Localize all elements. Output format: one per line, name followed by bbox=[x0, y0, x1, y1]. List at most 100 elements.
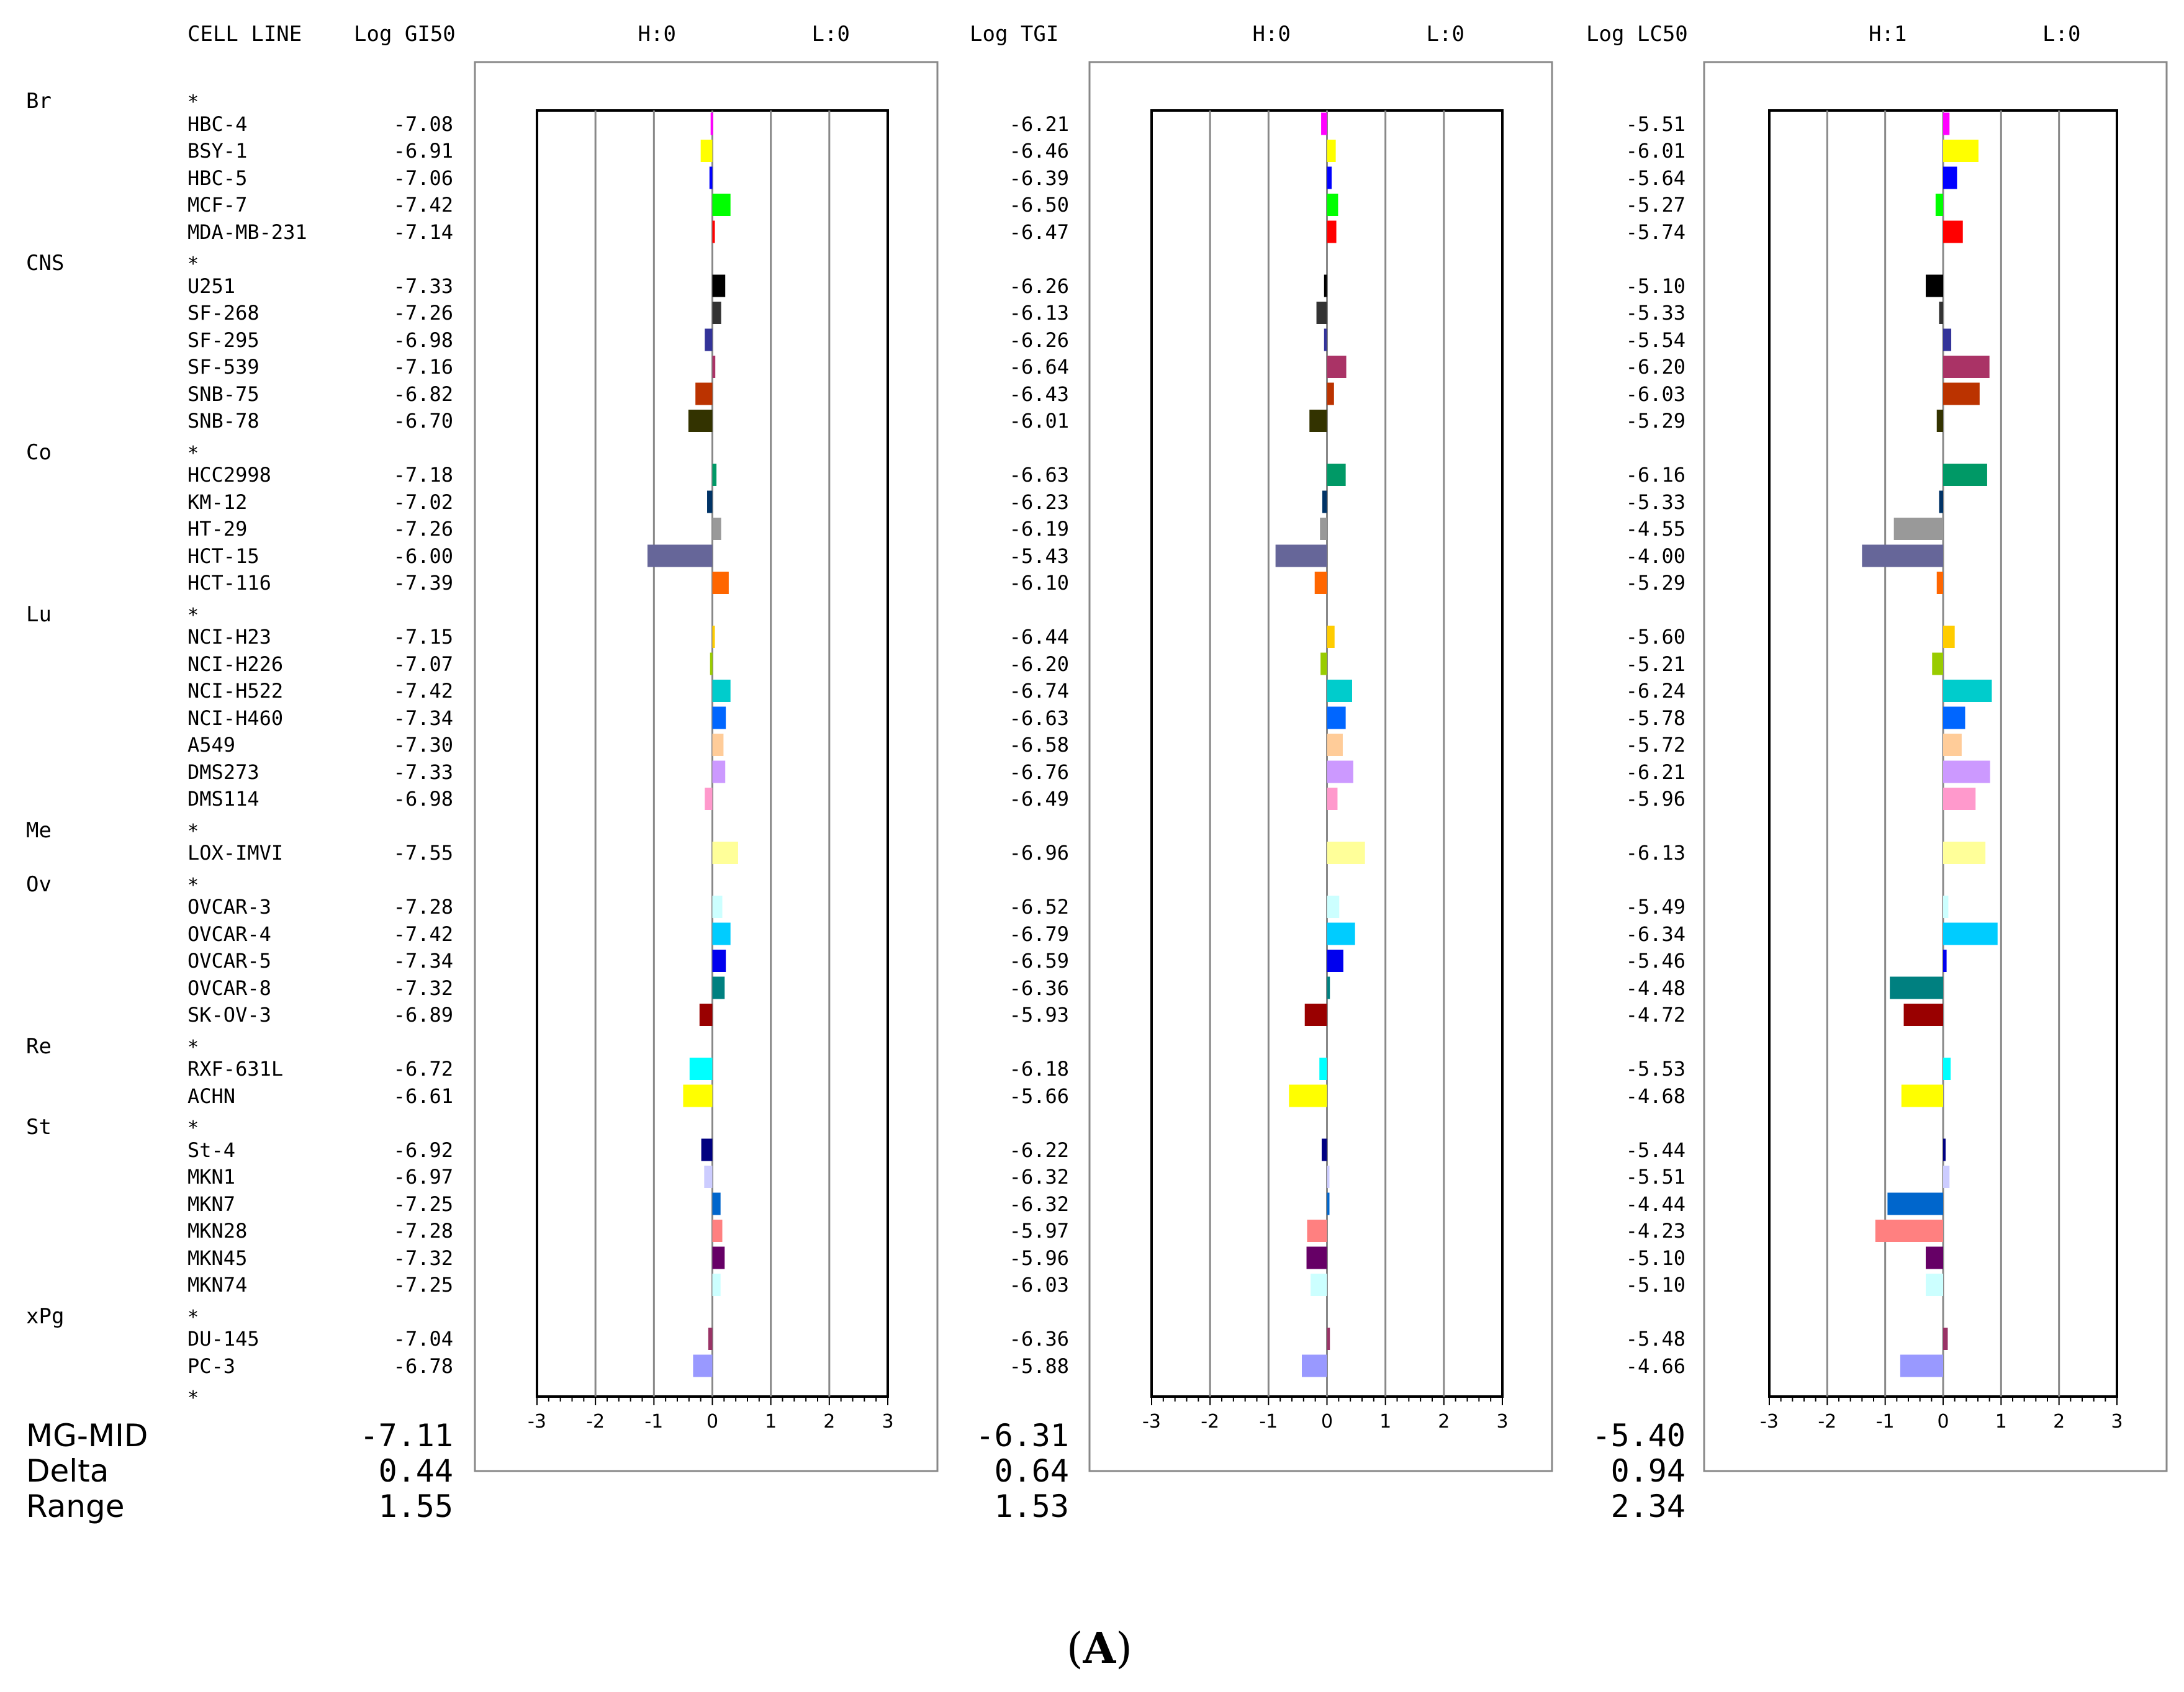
tick-label-tgi-6: 3 bbox=[1496, 1411, 1508, 1433]
summary-gi50-range: 1.55 bbox=[378, 1488, 453, 1524]
value-lc50: -4.23 bbox=[1625, 1219, 1685, 1243]
value-lc50: -5.46 bbox=[1625, 949, 1685, 973]
bar-gi50-ovcar-4 bbox=[712, 922, 731, 945]
cell-line-name: OVCAR-4 bbox=[187, 922, 271, 946]
value-tgi: -6.50 bbox=[1009, 193, 1069, 217]
bar-tgi-mkn1 bbox=[1327, 1166, 1330, 1188]
value-tgi: -6.63 bbox=[1009, 463, 1069, 487]
value-tgi: -6.76 bbox=[1009, 760, 1069, 784]
bar-tgi-hbc-5 bbox=[1327, 166, 1332, 189]
bar-gi50-lox-imvi bbox=[712, 842, 738, 864]
value-gi50: -6.98 bbox=[393, 328, 453, 352]
value-lc50: -6.01 bbox=[1625, 139, 1685, 163]
value-tgi: -6.13 bbox=[1009, 301, 1069, 325]
panel-frame-lc50 bbox=[1703, 61, 2168, 1472]
bar-tgi-st-4 bbox=[1322, 1138, 1327, 1161]
bar-tgi-mkn74 bbox=[1311, 1274, 1327, 1296]
value-lc50: -5.10 bbox=[1625, 1273, 1685, 1297]
cell-line-name: HBC-4 bbox=[187, 112, 248, 136]
bar-tgi-snb-75 bbox=[1327, 382, 1334, 405]
bar-lc50-mkn7 bbox=[1887, 1192, 1943, 1215]
value-lc50: -5.33 bbox=[1625, 490, 1685, 514]
bar-lc50-ovcar-4 bbox=[1943, 922, 1998, 945]
cell-line-name: SK-OV-3 bbox=[187, 1003, 271, 1027]
bar-lc50-u251 bbox=[1926, 274, 1943, 297]
value-lc50: -4.48 bbox=[1625, 976, 1685, 1000]
summary-label-range: Range bbox=[26, 1488, 125, 1524]
value-gi50: -6.61 bbox=[393, 1084, 453, 1108]
bar-tgi-sf-268 bbox=[1316, 302, 1327, 324]
tick-label-lc50-0: -3 bbox=[1760, 1411, 1779, 1433]
bar-gi50-mkn1 bbox=[704, 1166, 713, 1188]
value-lc50: -5.96 bbox=[1625, 787, 1685, 811]
bar-gi50-bsy-1 bbox=[700, 140, 713, 162]
bar-gi50-dms273 bbox=[712, 760, 726, 783]
value-lc50: -6.34 bbox=[1625, 922, 1685, 946]
bar-lc50-sf-295 bbox=[1943, 328, 1952, 351]
value-gi50: -7.25 bbox=[393, 1192, 453, 1216]
value-gi50: -6.92 bbox=[393, 1138, 453, 1162]
group-star-br: * bbox=[187, 91, 199, 113]
value-tgi: -6.47 bbox=[1009, 220, 1069, 244]
bar-tgi-sk-ov-3 bbox=[1304, 1004, 1327, 1026]
bar-gi50-mkn7 bbox=[712, 1192, 721, 1215]
cell-line-name: A549 bbox=[187, 733, 236, 757]
value-lc50: -4.66 bbox=[1625, 1354, 1685, 1378]
value-gi50: -7.33 bbox=[393, 274, 453, 298]
value-tgi: -5.96 bbox=[1009, 1246, 1069, 1270]
bar-tgi-dms114 bbox=[1327, 788, 1338, 810]
bar-tgi-pc-3 bbox=[1302, 1354, 1327, 1377]
header-lc50-l: L:0 bbox=[2042, 22, 2081, 47]
value-lc50: -5.29 bbox=[1625, 409, 1685, 433]
panel-frame-gi50 bbox=[474, 61, 939, 1472]
bar-tgi-rxf-631l bbox=[1319, 1058, 1327, 1080]
bar-lc50-ovcar-3 bbox=[1943, 896, 1949, 918]
bar-tgi-nci-h460 bbox=[1327, 706, 1346, 729]
bar-lc50-hct-15 bbox=[1862, 544, 1943, 567]
value-lc50: -6.03 bbox=[1625, 382, 1685, 406]
group-star-cns: * bbox=[187, 253, 199, 275]
value-gi50: -7.32 bbox=[393, 1246, 453, 1270]
header-tgi-l: L:0 bbox=[1426, 22, 1464, 47]
value-tgi: -5.43 bbox=[1009, 544, 1069, 568]
bar-lc50-mkn45 bbox=[1926, 1246, 1943, 1269]
bar-gi50-dms114 bbox=[705, 788, 713, 810]
bar-gi50-ovcar-3 bbox=[712, 896, 723, 918]
bar-lc50-st-4 bbox=[1943, 1138, 1946, 1161]
value-gi50: -7.33 bbox=[393, 760, 453, 784]
bar-tgi-km-12 bbox=[1322, 490, 1327, 513]
summary-label-mgmid: MG-MID bbox=[26, 1418, 148, 1454]
bar-gi50-hbc-4 bbox=[710, 112, 713, 135]
tick-label-lc50-5: 2 bbox=[2053, 1411, 2065, 1433]
value-tgi: -6.22 bbox=[1009, 1138, 1069, 1162]
bar-tgi-du-145 bbox=[1327, 1328, 1330, 1350]
bar-tgi-mcf-7 bbox=[1327, 194, 1338, 216]
value-gi50: -6.00 bbox=[393, 544, 453, 568]
value-tgi: -6.32 bbox=[1009, 1165, 1069, 1189]
value-gi50: -7.26 bbox=[393, 517, 453, 541]
value-tgi: -5.88 bbox=[1009, 1354, 1069, 1378]
value-gi50: -7.14 bbox=[393, 220, 453, 244]
cell-line-name: OVCAR-3 bbox=[187, 895, 271, 919]
value-lc50: -5.60 bbox=[1625, 625, 1685, 649]
value-gi50: -7.42 bbox=[393, 679, 453, 703]
cell-line-name: HCT-15 bbox=[187, 544, 259, 568]
header-lc50: Log LC50 bbox=[1586, 22, 1688, 47]
cell-line-name: NCI-H522 bbox=[187, 679, 284, 703]
bar-lc50-mkn28 bbox=[1875, 1220, 1943, 1242]
bar-gi50-u251 bbox=[712, 274, 726, 297]
value-tgi: -6.63 bbox=[1009, 706, 1069, 730]
bar-lc50-km-12 bbox=[1939, 490, 1943, 513]
bar-tgi-u251 bbox=[1324, 274, 1327, 297]
value-lc50: -5.78 bbox=[1625, 706, 1685, 730]
cell-line-name: MKN28 bbox=[187, 1219, 248, 1243]
value-gi50: -7.06 bbox=[393, 166, 453, 190]
group-label-me: Me bbox=[26, 817, 52, 843]
bar-lc50-ovcar-8 bbox=[1890, 976, 1943, 999]
bar-lc50-ovcar-5 bbox=[1943, 950, 1947, 972]
cell-line-name: SF-539 bbox=[187, 355, 259, 379]
cell-line-name: SNB-78 bbox=[187, 409, 259, 433]
value-lc50: -4.72 bbox=[1625, 1003, 1685, 1027]
bar-tgi-ht-29 bbox=[1320, 518, 1327, 540]
